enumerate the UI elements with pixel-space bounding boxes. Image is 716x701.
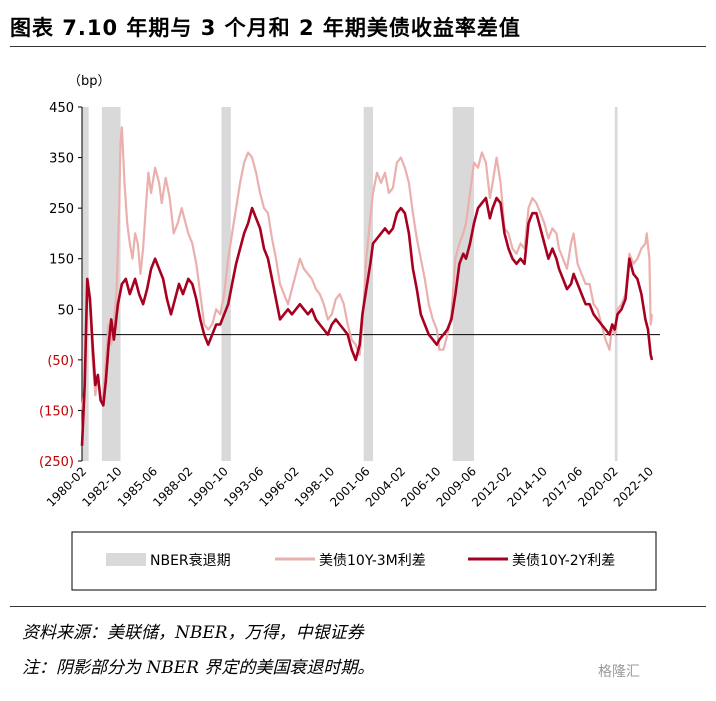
y-tick-label: (250) xyxy=(39,455,74,470)
y-unit-label: （bp） xyxy=(68,74,111,89)
y-tick-label: (150) xyxy=(39,404,74,419)
y-tick-label: (50) xyxy=(47,354,74,369)
footer-rule xyxy=(10,606,706,607)
note-text: 注：阴影部分为 NBER 界定的美国衰退时期。 xyxy=(22,658,375,678)
y-tick-label: 450 xyxy=(49,101,74,116)
recession-band-6 xyxy=(614,107,618,461)
y-tick-label: 350 xyxy=(49,152,74,167)
legend-label-1: NBER衰退期 xyxy=(150,552,231,569)
legend-box xyxy=(71,531,657,591)
legend-swatch-recession xyxy=(106,553,146,566)
legend-label-2: 美债10Y-3M利差 xyxy=(319,553,426,569)
page-title: 图表 7.10 年期与 3 个月和 2 年期美债收益率差值 xyxy=(10,16,521,40)
chart-svg: （bp）45035025015050(50)(150)(250)1980-021… xyxy=(39,74,660,591)
series-lines-group xyxy=(80,126,654,446)
y-tick-label: 250 xyxy=(49,202,74,217)
y-tick-label: 150 xyxy=(49,253,74,268)
y-tick-label: 50 xyxy=(57,303,74,318)
watermark-text: 格隆汇 xyxy=(598,664,640,680)
series-line-2 xyxy=(80,196,654,446)
legend-group: NBER衰退期 美债10Y-3M利差 美债10Y-2Y利差 xyxy=(71,531,657,591)
legend-label-3: 美债10Y-2Y利差 xyxy=(512,553,615,569)
source-text: 资料来源：美联储，NBER，万得，中银证券 xyxy=(22,623,364,643)
recession-shading-group xyxy=(82,107,618,461)
title-rule xyxy=(10,46,706,47)
axis-group: （bp）45035025015050(50)(150)(250)1980-021… xyxy=(39,74,660,510)
recession-band-1 xyxy=(82,107,89,461)
